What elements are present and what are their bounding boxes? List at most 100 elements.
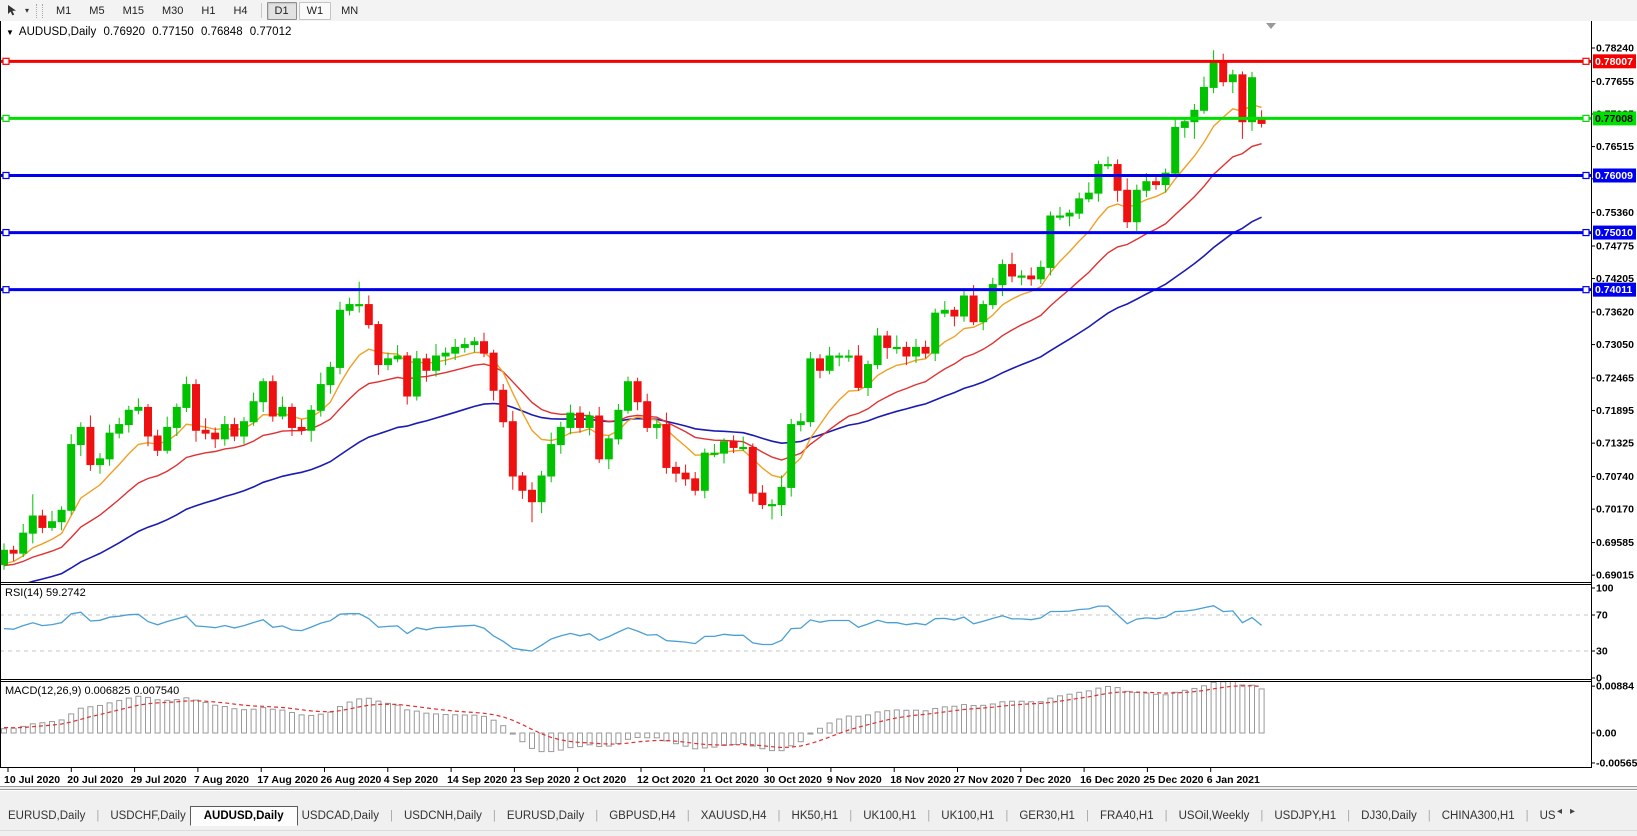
chart-tab-uk100-h1[interactable]: UK100,H1 [941, 809, 995, 822]
candle [787, 424, 796, 488]
chart-tab-eurusd-daily[interactable]: EURUSD,Daily [8, 809, 86, 822]
macd-histogram-bar [423, 712, 430, 734]
svg-text:0.72465: 0.72465 [1596, 372, 1634, 384]
svg-text:17 Aug 2020: 17 Aug 2020 [257, 774, 318, 786]
macd-histogram-bar [1153, 693, 1159, 734]
macd-histogram-bar [865, 714, 871, 734]
macd-histogram-bar [1172, 691, 1179, 734]
candle [412, 358, 421, 397]
svg-text:27 Nov 2020: 27 Nov 2020 [954, 774, 1015, 786]
candle [643, 401, 652, 428]
chart-tab-usoil-[interactable]: USOil, [1539, 809, 1556, 822]
timeframe-button-w1[interactable]: W1 [298, 1, 332, 20]
hline-0.75010[interactable] [0, 228, 1591, 237]
chart-tab-usdjpy-h1[interactable]: USDJPY,H1 [1274, 809, 1337, 822]
candle [192, 384, 200, 431]
hline-handle[interactable] [2, 171, 10, 180]
chart-cursor-icon[interactable] [2, 2, 22, 20]
candle [480, 341, 488, 354]
macd-histogram-bar [922, 710, 929, 734]
candle [844, 355, 853, 358]
candle [86, 426, 95, 466]
chart-tab-china300-h1[interactable]: CHINA300,H1 [1441, 809, 1515, 822]
ohlc-open: 0.76920 [103, 26, 146, 38]
macd-histogram-bar [308, 714, 315, 734]
price-badge-0.75010: 0.75010 [1593, 225, 1636, 240]
hline-0.76009[interactable] [0, 171, 1591, 180]
candle [374, 324, 383, 366]
candle [912, 346, 920, 357]
hline-handle[interactable] [1582, 228, 1590, 237]
hline-handle[interactable] [1582, 286, 1590, 294]
hline-handle[interactable] [2, 228, 10, 237]
chart-tab-audusd-daily[interactable]: AUDUSD,Daily [189, 805, 298, 826]
candle [576, 412, 584, 428]
chart-tab-usoil-weekly[interactable]: USOil,Weekly [1178, 809, 1250, 822]
hline-handle[interactable] [1582, 57, 1590, 65]
macd-histogram-bar [231, 708, 238, 734]
macd-histogram-bar [433, 713, 439, 734]
chart-tab-ger30-h1[interactable]: GER30,H1 [1019, 809, 1075, 822]
chart-tab-dj30-daily[interactable]: DJ30,Daily [1361, 809, 1417, 822]
macd-histogram-bar [769, 732, 775, 752]
candle [537, 475, 546, 503]
macd-histogram-bar [817, 727, 823, 734]
tab-scroll-right-icon[interactable]: ▸ [1569, 806, 1575, 817]
svg-text:10 Jul 2020: 10 Jul 2020 [4, 774, 60, 786]
timeframe-button-m15[interactable]: M15 [122, 4, 144, 17]
macd-histogram-bar [1018, 700, 1025, 734]
candle [124, 409, 133, 426]
chart-tab-usdcad-daily[interactable]: USDCAD,Daily [301, 809, 379, 822]
tab-separator: | [492, 809, 496, 822]
chart-tab-uk100-h1[interactable]: UK100,H1 [863, 809, 917, 822]
hline-0.77008[interactable] [0, 114, 1591, 122]
candle [508, 421, 517, 477]
macd-histogram-bar [740, 732, 747, 744]
macd-histogram-bar [903, 709, 910, 734]
macd-histogram-bar [1009, 700, 1015, 734]
svg-text:0.77655: 0.77655 [1596, 76, 1634, 88]
dropdown-caret-icon[interactable]: ▾ [24, 6, 29, 15]
timeframe-button-m1[interactable]: M1 [56, 4, 72, 17]
svg-text:20 Jul 2020: 20 Jul 2020 [67, 774, 123, 786]
hline-0.74011[interactable] [0, 286, 1591, 294]
timeframe-button-m30[interactable]: M30 [161, 4, 184, 17]
macd-histogram-bar [519, 732, 526, 743]
timeframe-button-d1[interactable]: D1 [266, 1, 297, 20]
timeframe-button-h1[interactable]: H1 [201, 4, 216, 17]
macd-histogram-bar [970, 705, 977, 734]
tab-scroll-left-icon[interactable]: ◂ [1556, 806, 1562, 817]
chart-shift-marker[interactable] [1266, 23, 1276, 29]
candle [1113, 164, 1122, 191]
candle [566, 412, 575, 428]
candle [1248, 77, 1256, 123]
candle [220, 424, 229, 440]
macd-histogram-bar [77, 707, 84, 734]
candle [336, 309, 344, 368]
macd-histogram-bar [1143, 692, 1150, 734]
timeframe-button-mn[interactable]: MN [341, 4, 359, 17]
tab-separator: | [1347, 809, 1351, 822]
chart-tab-usdchf-daily[interactable]: USDCHF,Daily [110, 809, 186, 822]
chart-tab-eurusd-daily[interactable]: EURUSD,Daily [506, 809, 585, 822]
chart-tab-xauusd-h4[interactable]: XAUUSD,H4 [700, 809, 767, 822]
timeframe-button-m5[interactable]: M5 [89, 4, 105, 17]
chart-tab-fra40-h1[interactable]: FRA40,H1 [1099, 809, 1154, 822]
candle [268, 381, 277, 417]
collapse-triangle-icon[interactable]: ▼ [6, 28, 14, 37]
hline-handle[interactable] [2, 286, 10, 294]
chart-tab-hk50-h1[interactable]: HK50,H1 [791, 809, 839, 822]
hline-handle[interactable] [1582, 171, 1590, 180]
candle [1094, 164, 1103, 194]
candle [604, 438, 613, 460]
timeframe-button-h4[interactable]: H4 [233, 4, 248, 17]
macd-histogram-bar [778, 732, 785, 752]
toolbar-separator [260, 3, 262, 18]
hline-0.78007[interactable] [0, 57, 1591, 65]
chart-tab-usdcnh-daily[interactable]: USDCNH,Daily [403, 809, 482, 822]
hline-handle[interactable] [2, 114, 10, 122]
hline-handle[interactable] [2, 57, 10, 65]
chart-tab-gbpusd-h4[interactable]: GBPUSD,H4 [609, 809, 676, 822]
svg-text:0.70740: 0.70740 [1596, 471, 1634, 483]
hline-handle[interactable] [1582, 114, 1590, 122]
